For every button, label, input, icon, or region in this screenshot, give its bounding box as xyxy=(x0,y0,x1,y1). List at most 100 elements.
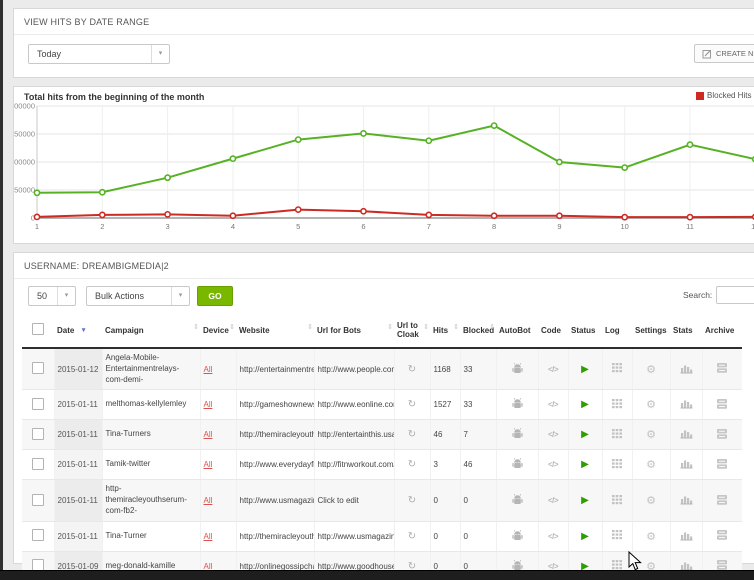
search-label: Search: xyxy=(683,290,713,300)
status-play-icon[interactable]: ▶ xyxy=(581,399,589,411)
stats-icon[interactable] xyxy=(680,560,693,571)
code-icon[interactable]: </> xyxy=(547,460,559,470)
campaigns-table: Date ▼ Campaign ⇕ Device ⇕ Website ⇕ Url for Bot… xyxy=(22,313,742,580)
archive-icon[interactable] xyxy=(716,529,728,541)
archive-icon[interactable] xyxy=(716,559,728,571)
device-link[interactable]: All xyxy=(203,400,213,410)
status-play-icon[interactable]: ▶ xyxy=(581,429,589,441)
autobot-icon[interactable] xyxy=(511,427,524,440)
column-header-campaign[interactable]: Campaign ⇕ xyxy=(102,313,200,348)
row-checkbox[interactable] xyxy=(31,493,44,506)
search-input[interactable] xyxy=(716,286,754,304)
autobot-icon[interactable] xyxy=(511,529,524,542)
select-all-checkbox[interactable] xyxy=(32,323,44,335)
date-range-select[interactable]: Today ▾ xyxy=(28,44,170,64)
stats-icon[interactable] xyxy=(680,428,693,439)
log-icon[interactable] xyxy=(611,428,623,440)
log-icon[interactable] xyxy=(611,529,623,541)
status-play-icon[interactable]: ▶ xyxy=(581,459,589,471)
archive-icon[interactable] xyxy=(716,398,728,410)
status-play-icon[interactable]: ▶ xyxy=(581,530,589,542)
svg-text:50000: 50000 xyxy=(14,186,35,195)
cell-campaign: Tamik-twitter xyxy=(101,449,200,481)
column-header-date[interactable]: Date ▼ xyxy=(54,313,102,348)
stats-icon[interactable] xyxy=(680,494,693,505)
cell-url-for-bots[interactable]: http://www.eonline.com/n... xyxy=(313,389,394,421)
settings-gear-icon[interactable]: ⚙ xyxy=(646,459,656,472)
code-icon[interactable]: </> xyxy=(547,496,559,506)
row-checkbox[interactable] xyxy=(31,397,44,410)
cloak-refresh-icon[interactable]: ↻ xyxy=(407,560,417,572)
column-header-url-to-cloak[interactable]: Url to Cloak ⇕ xyxy=(394,313,430,348)
cloak-refresh-icon[interactable]: ↻ xyxy=(407,399,417,411)
archive-icon[interactable] xyxy=(716,494,728,506)
autobot-icon[interactable] xyxy=(511,397,524,410)
device-link[interactable]: All xyxy=(203,364,213,374)
archive-icon[interactable] xyxy=(716,458,728,470)
cloak-refresh-icon[interactable]: ↻ xyxy=(407,459,417,471)
row-checkbox[interactable] xyxy=(31,362,44,375)
status-play-icon[interactable]: ▶ xyxy=(581,495,589,507)
cell-url-for-bots[interactable]: http://fitnworkout.com/ xyxy=(313,449,394,481)
page-size-select[interactable]: 50 ▾ xyxy=(28,286,76,306)
settings-gear-icon[interactable]: ⚙ xyxy=(646,363,656,376)
bulk-actions-value: Bulk Actions xyxy=(95,291,145,301)
settings-gear-icon[interactable]: ⚙ xyxy=(646,399,656,412)
settings-gear-icon[interactable]: ⚙ xyxy=(646,429,656,442)
stats-icon[interactable] xyxy=(680,530,693,541)
column-header-blocked[interactable]: Blocked ⇕ xyxy=(460,313,496,348)
stats-icon[interactable] xyxy=(680,458,693,469)
table-header-row: Date ▼ Campaign ⇕ Device ⇕ Website ⇕ Url for Bot… xyxy=(22,313,742,348)
settings-gear-icon[interactable]: ⚙ xyxy=(646,530,656,543)
code-icon[interactable]: </> xyxy=(547,364,559,374)
log-icon[interactable] xyxy=(611,559,623,571)
cloak-refresh-icon[interactable]: ↻ xyxy=(407,530,417,542)
code-icon[interactable]: </> xyxy=(547,430,559,440)
row-checkbox[interactable] xyxy=(31,427,44,440)
code-icon[interactable]: </> xyxy=(547,400,559,410)
chart-panel: 050000100000150000200000123456789101112 … xyxy=(13,86,754,244)
device-link[interactable]: All xyxy=(203,561,213,571)
cell-campaign: melthomas-kellylemley xyxy=(101,389,200,421)
column-header-website[interactable]: Website ⇕ xyxy=(236,313,314,348)
log-icon[interactable] xyxy=(611,458,623,470)
archive-icon[interactable] xyxy=(716,428,728,440)
archive-icon[interactable] xyxy=(716,362,728,374)
stats-icon[interactable] xyxy=(680,398,693,409)
create-new-campaign-button[interactable]: CREATE NEW CAMPAIGN xyxy=(694,44,754,63)
device-link[interactable]: All xyxy=(203,430,213,440)
go-button[interactable]: GO xyxy=(197,286,233,306)
column-header-device[interactable]: Device ⇕ xyxy=(200,313,236,348)
log-icon[interactable] xyxy=(611,362,623,374)
column-header-url-for-bots[interactable]: Url for Bots ⇕ xyxy=(314,313,394,348)
log-icon[interactable] xyxy=(611,494,623,506)
cell-url-for-bots[interactable]: http://entertainthis.usatod... xyxy=(313,419,394,451)
cell-url-for-bots[interactable]: http://www.usmagazine.c... xyxy=(313,521,394,552)
settings-gear-icon[interactable]: ⚙ xyxy=(646,560,656,573)
cell-url-for-bots[interactable]: http://www.people.com/ar... xyxy=(313,348,394,391)
bulk-actions-select[interactable]: Bulk Actions ▾ xyxy=(86,286,190,306)
autobot-icon[interactable] xyxy=(511,457,524,470)
device-link[interactable]: All xyxy=(203,531,213,541)
stats-icon[interactable] xyxy=(680,363,693,374)
row-checkbox[interactable] xyxy=(31,457,44,470)
cell-blocked: 7 xyxy=(459,419,496,451)
status-play-icon[interactable]: ▶ xyxy=(581,363,589,375)
device-link[interactable]: All xyxy=(203,460,213,470)
autobot-icon[interactable] xyxy=(511,493,524,506)
svg-text:4: 4 xyxy=(231,222,235,231)
log-icon[interactable] xyxy=(611,398,623,410)
status-play-icon[interactable]: ▶ xyxy=(581,560,589,572)
cell-url-for-bots[interactable]: Click to edit xyxy=(313,479,394,522)
autobot-icon[interactable] xyxy=(511,559,524,572)
column-header-hits[interactable]: Hits ⇕ xyxy=(430,313,460,348)
cloak-refresh-icon[interactable]: ↻ xyxy=(407,495,417,507)
cloak-refresh-icon[interactable]: ↻ xyxy=(407,363,417,375)
autobot-icon[interactable] xyxy=(511,362,524,375)
code-icon[interactable]: </> xyxy=(547,561,559,571)
code-icon[interactable]: </> xyxy=(547,531,559,541)
row-checkbox[interactable] xyxy=(31,529,44,542)
settings-gear-icon[interactable]: ⚙ xyxy=(646,495,656,508)
cloak-refresh-icon[interactable]: ↻ xyxy=(407,429,417,441)
device-link[interactable]: All xyxy=(203,496,213,506)
